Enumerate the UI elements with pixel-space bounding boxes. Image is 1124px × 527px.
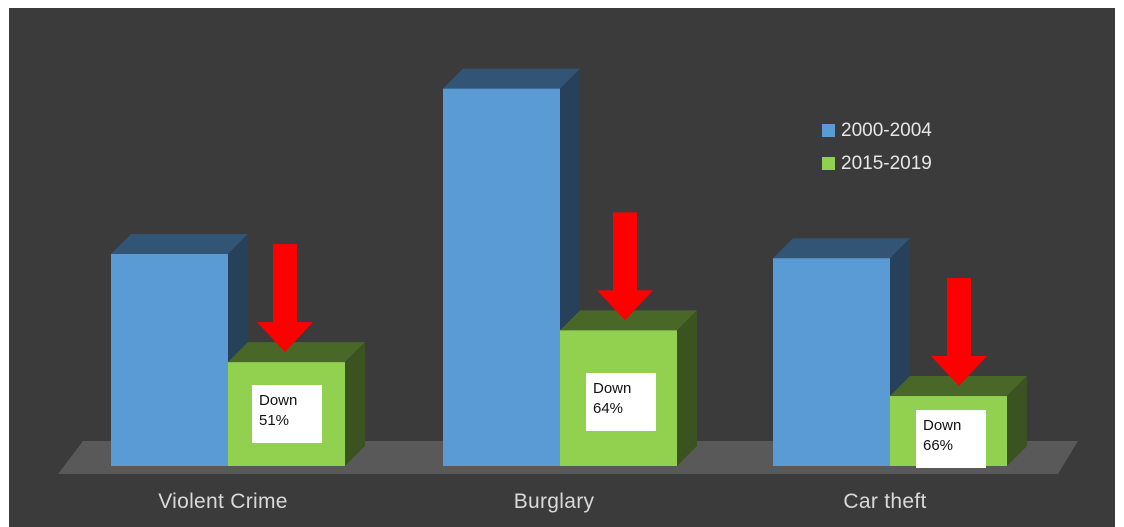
bar-burglary-series-2 [560, 310, 697, 466]
annotation-text-line1: Down [259, 392, 298, 409]
legend-swatch-series-2 [822, 157, 835, 170]
legend-label-series-1: 2000-2004 [841, 120, 932, 141]
bar-burglary-series-1 [443, 68, 580, 466]
down-arrow-icon [257, 244, 313, 353]
annotation-text-line1: Down [593, 380, 632, 397]
annotation-text-line1: Down [923, 417, 962, 434]
annotation-burglary: Down 64% [586, 373, 656, 431]
legend-swatch-series-1 [822, 124, 835, 137]
annotation-violent-crime: Down 51% [252, 385, 322, 443]
category-label-burglary: Burglary [513, 490, 595, 513]
category-label-car-theft: Car theft [843, 490, 927, 513]
annotation-text-line2: 66% [923, 437, 954, 454]
down-arrow-icon [597, 212, 653, 321]
legend: 2000-2004 2015-2019 [822, 114, 932, 180]
category-label-violent-crime: Violent Crime [158, 490, 288, 513]
annotation-car-theft: Down 66% [916, 410, 986, 468]
legend-item-series-1: 2000-2004 [822, 114, 932, 147]
bar-car-theft-series-1 [773, 238, 910, 466]
annotation-text-line2: 51% [259, 412, 290, 429]
legend-item-series-2: 2015-2019 [822, 147, 932, 180]
bar-violent-crime-series-1 [111, 234, 248, 466]
annotation-text-line2: 64% [593, 400, 624, 417]
down-arrow-icon [931, 278, 987, 387]
legend-label-series-2: 2015-2019 [841, 153, 932, 174]
